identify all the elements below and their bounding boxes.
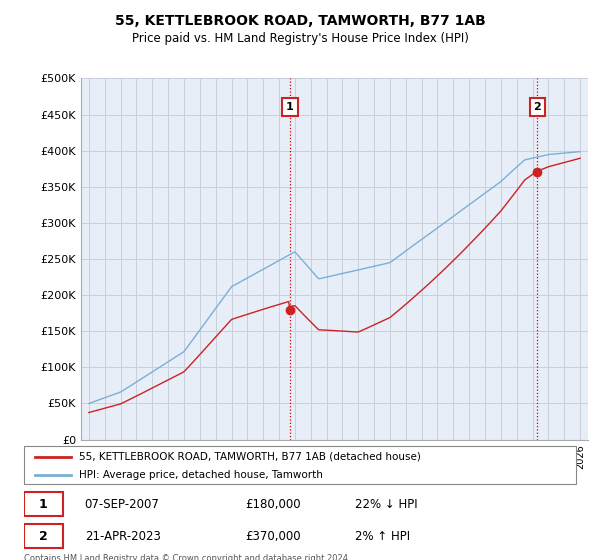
Text: 07-SEP-2007: 07-SEP-2007 bbox=[85, 498, 160, 511]
Text: Contains HM Land Registry data © Crown copyright and database right 2024.
This d: Contains HM Land Registry data © Crown c… bbox=[24, 554, 350, 560]
Text: 21-APR-2023: 21-APR-2023 bbox=[85, 530, 161, 543]
Text: 55, KETTLEBROOK ROAD, TAMWORTH, B77 1AB (detached house): 55, KETTLEBROOK ROAD, TAMWORTH, B77 1AB … bbox=[79, 451, 421, 461]
Text: £180,000: £180,000 bbox=[245, 498, 301, 511]
FancyBboxPatch shape bbox=[24, 492, 62, 516]
Text: 2% ↑ HPI: 2% ↑ HPI bbox=[355, 530, 410, 543]
Text: 55, KETTLEBROOK ROAD, TAMWORTH, B77 1AB: 55, KETTLEBROOK ROAD, TAMWORTH, B77 1AB bbox=[115, 14, 485, 28]
Text: 2: 2 bbox=[39, 530, 47, 543]
Text: 2: 2 bbox=[533, 102, 541, 113]
Text: 1: 1 bbox=[39, 498, 47, 511]
FancyBboxPatch shape bbox=[24, 446, 576, 484]
FancyBboxPatch shape bbox=[24, 524, 62, 548]
Text: Price paid vs. HM Land Registry's House Price Index (HPI): Price paid vs. HM Land Registry's House … bbox=[131, 32, 469, 45]
Text: 22% ↓ HPI: 22% ↓ HPI bbox=[355, 498, 418, 511]
Text: £370,000: £370,000 bbox=[245, 530, 301, 543]
Text: HPI: Average price, detached house, Tamworth: HPI: Average price, detached house, Tamw… bbox=[79, 470, 323, 480]
Text: 1: 1 bbox=[286, 102, 294, 113]
